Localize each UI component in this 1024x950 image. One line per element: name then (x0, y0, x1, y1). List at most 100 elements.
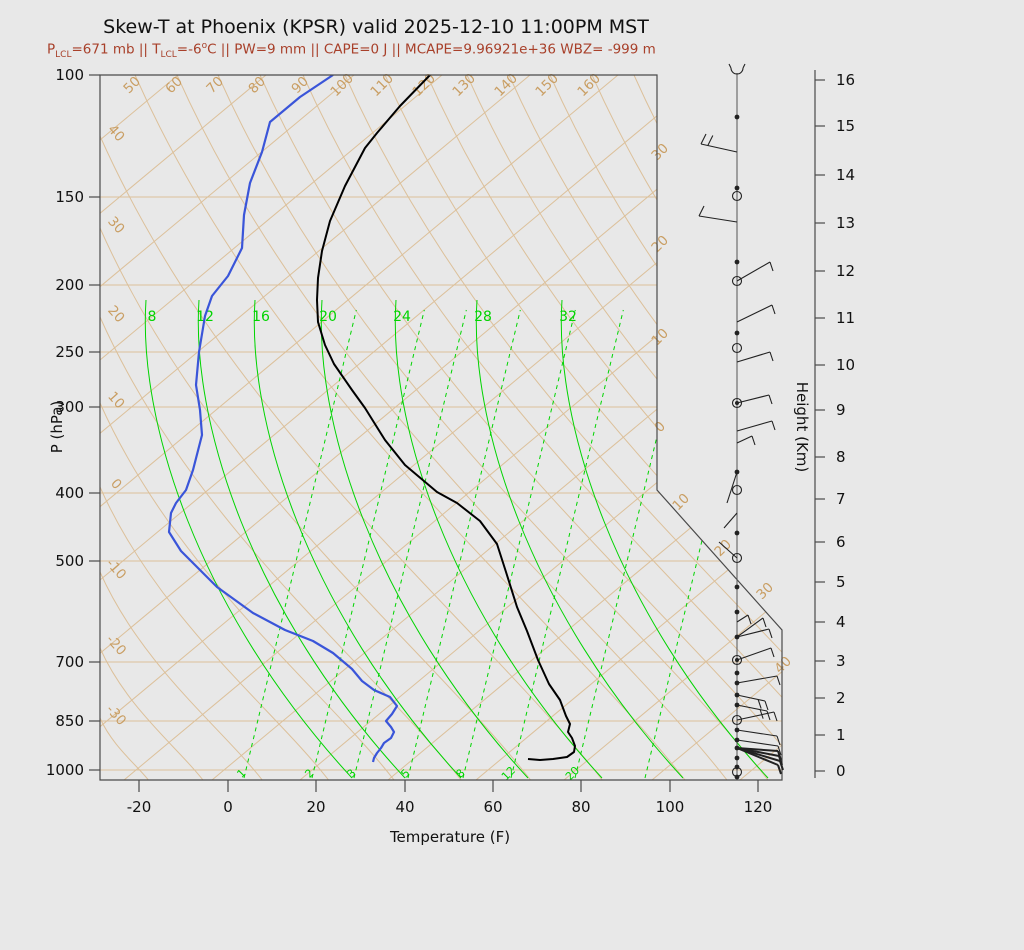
pressure-tick-label: 850 (55, 712, 84, 730)
wind-barb-shaft (723, 512, 738, 529)
mixing-ratio-line (462, 309, 576, 779)
wind-barb-shaft (736, 675, 778, 684)
pressure-tick-label: 150 (55, 188, 84, 206)
mixing-ratio-line (407, 309, 521, 779)
wind-barb-feather (770, 647, 775, 658)
dry-adiabat-line (100, 402, 395, 780)
skew-line-label: 10 (669, 490, 692, 513)
wind-barb-feather (769, 261, 774, 272)
wind-barb-feather (698, 205, 705, 217)
height-tick-label: 9 (836, 401, 846, 419)
temperature-tick-label: 60 (483, 798, 502, 816)
dry-adiabat-line (259, 75, 782, 780)
subtitle-segment: C || PW=9 mm || CAPE=0 J || MCAPE=9.9692… (207, 41, 656, 58)
temperature-tick-label: -20 (127, 798, 152, 816)
isotherm-line (828, 75, 1024, 780)
moist-adiabat-label: 28 (474, 309, 492, 325)
skew-line-label: 0 (651, 418, 668, 435)
dry-adiabat-line (134, 75, 686, 780)
pressure-axis-title: P (hPa) (48, 400, 66, 454)
height-tick-label: 7 (836, 490, 846, 508)
wind-dot (734, 530, 740, 536)
skew-line-label: 60 (162, 73, 185, 96)
moist-adiabat-label: 20 (319, 309, 337, 325)
dry-adiabat-line (100, 227, 531, 780)
skew-line-label: 70 (203, 73, 226, 96)
skew-line-label: 30 (104, 214, 127, 237)
height-tick-label: 13 (836, 214, 855, 232)
background-grid (100, 75, 1024, 780)
wind-circle (731, 397, 743, 409)
skew-line-label: 20 (711, 536, 734, 559)
wind-circle (731, 552, 743, 564)
wind-dot (734, 584, 740, 590)
pressure-tick-label: 300 (55, 398, 84, 416)
wind-barb-shaft (736, 420, 773, 432)
isotherm-line (100, 75, 355, 780)
dry-adiabat-line (100, 316, 462, 780)
wind-circle (731, 654, 743, 666)
dry-adiabat-lines (100, 75, 782, 780)
isotherm-line (100, 75, 782, 780)
isotherm-line (387, 75, 782, 780)
temperature-trace (316, 75, 576, 761)
wind-barb-feather (700, 133, 707, 145)
height-tick-label: 8 (836, 448, 846, 466)
dry-adiabat-line (100, 647, 204, 780)
subtitle-segment: P (47, 41, 56, 58)
dry-adiabat-line (100, 486, 329, 780)
skew-line-label: -20 (103, 632, 130, 659)
wind-barb-shaft (736, 351, 771, 363)
wind-circle (731, 190, 743, 202)
height-tick-label: 3 (836, 652, 846, 670)
isotherm-line (100, 75, 443, 780)
wind-dot (734, 114, 740, 120)
wind-circle (731, 275, 743, 287)
moist-adiabat-labels: 8 12 16 20 24 28 32 (148, 309, 577, 325)
skew-line-label: 90 (288, 73, 311, 96)
wind-barb-shaft (726, 471, 738, 504)
pressure-tick-label: 1000 (46, 761, 84, 779)
wind-barb-shaft (736, 694, 766, 702)
moist-adiabat-label: 16 (252, 309, 270, 325)
isotherm-line (211, 75, 782, 780)
subtitle-segment: =-6 (176, 41, 202, 58)
temperature-tick-label: 80 (571, 798, 590, 816)
wind-barb-shaft (736, 261, 771, 282)
moist-adiabat-line (320, 299, 529, 779)
wind-barb-shaft (736, 617, 764, 638)
temperature-tick-label: 0 (223, 798, 233, 816)
height-tick-label: 1 (836, 726, 846, 744)
wind-circle (731, 342, 743, 354)
subtitle-segment: =671 mb || T (71, 41, 161, 58)
height-tick-label: 4 (836, 613, 846, 631)
pressure-tick-label: 500 (55, 552, 84, 570)
pressure-tick-label: 400 (55, 484, 84, 502)
isotherm-line (100, 75, 531, 780)
skew-line-label: 0 (107, 476, 125, 493)
moist-adiabat-label: 32 (559, 309, 577, 325)
moist-adiabat-label: 24 (393, 309, 411, 325)
wind-dot (734, 670, 740, 676)
wind-barb-feather (769, 351, 774, 362)
wind-barb-shaft (698, 215, 738, 223)
sounding-traces (167, 75, 576, 763)
wind-barb-shaft (736, 729, 778, 737)
skew-line-label: 40 (771, 653, 794, 676)
isotherm-line (100, 75, 782, 780)
mixing-ratio-lines (243, 309, 758, 779)
moist-adiabat-label: 8 (148, 309, 157, 325)
mixing-ratio-line (353, 309, 467, 779)
wind-dot (734, 330, 740, 336)
wind-circle (731, 484, 743, 496)
height-tick-label: 0 (836, 762, 846, 780)
isotherm-line (100, 75, 267, 780)
skew-line-label: 30 (648, 140, 671, 163)
isotherm-line (100, 75, 179, 780)
dry-adiabat-line (217, 75, 769, 780)
temperature-axis: -20 0 20 40 60 80 100 120 (127, 780, 772, 816)
subtitle-segment: LCL (160, 50, 177, 61)
mixing-ratio-line (510, 309, 624, 779)
dry-adiabat-line (100, 571, 263, 780)
isotherm-lines (100, 75, 1024, 780)
